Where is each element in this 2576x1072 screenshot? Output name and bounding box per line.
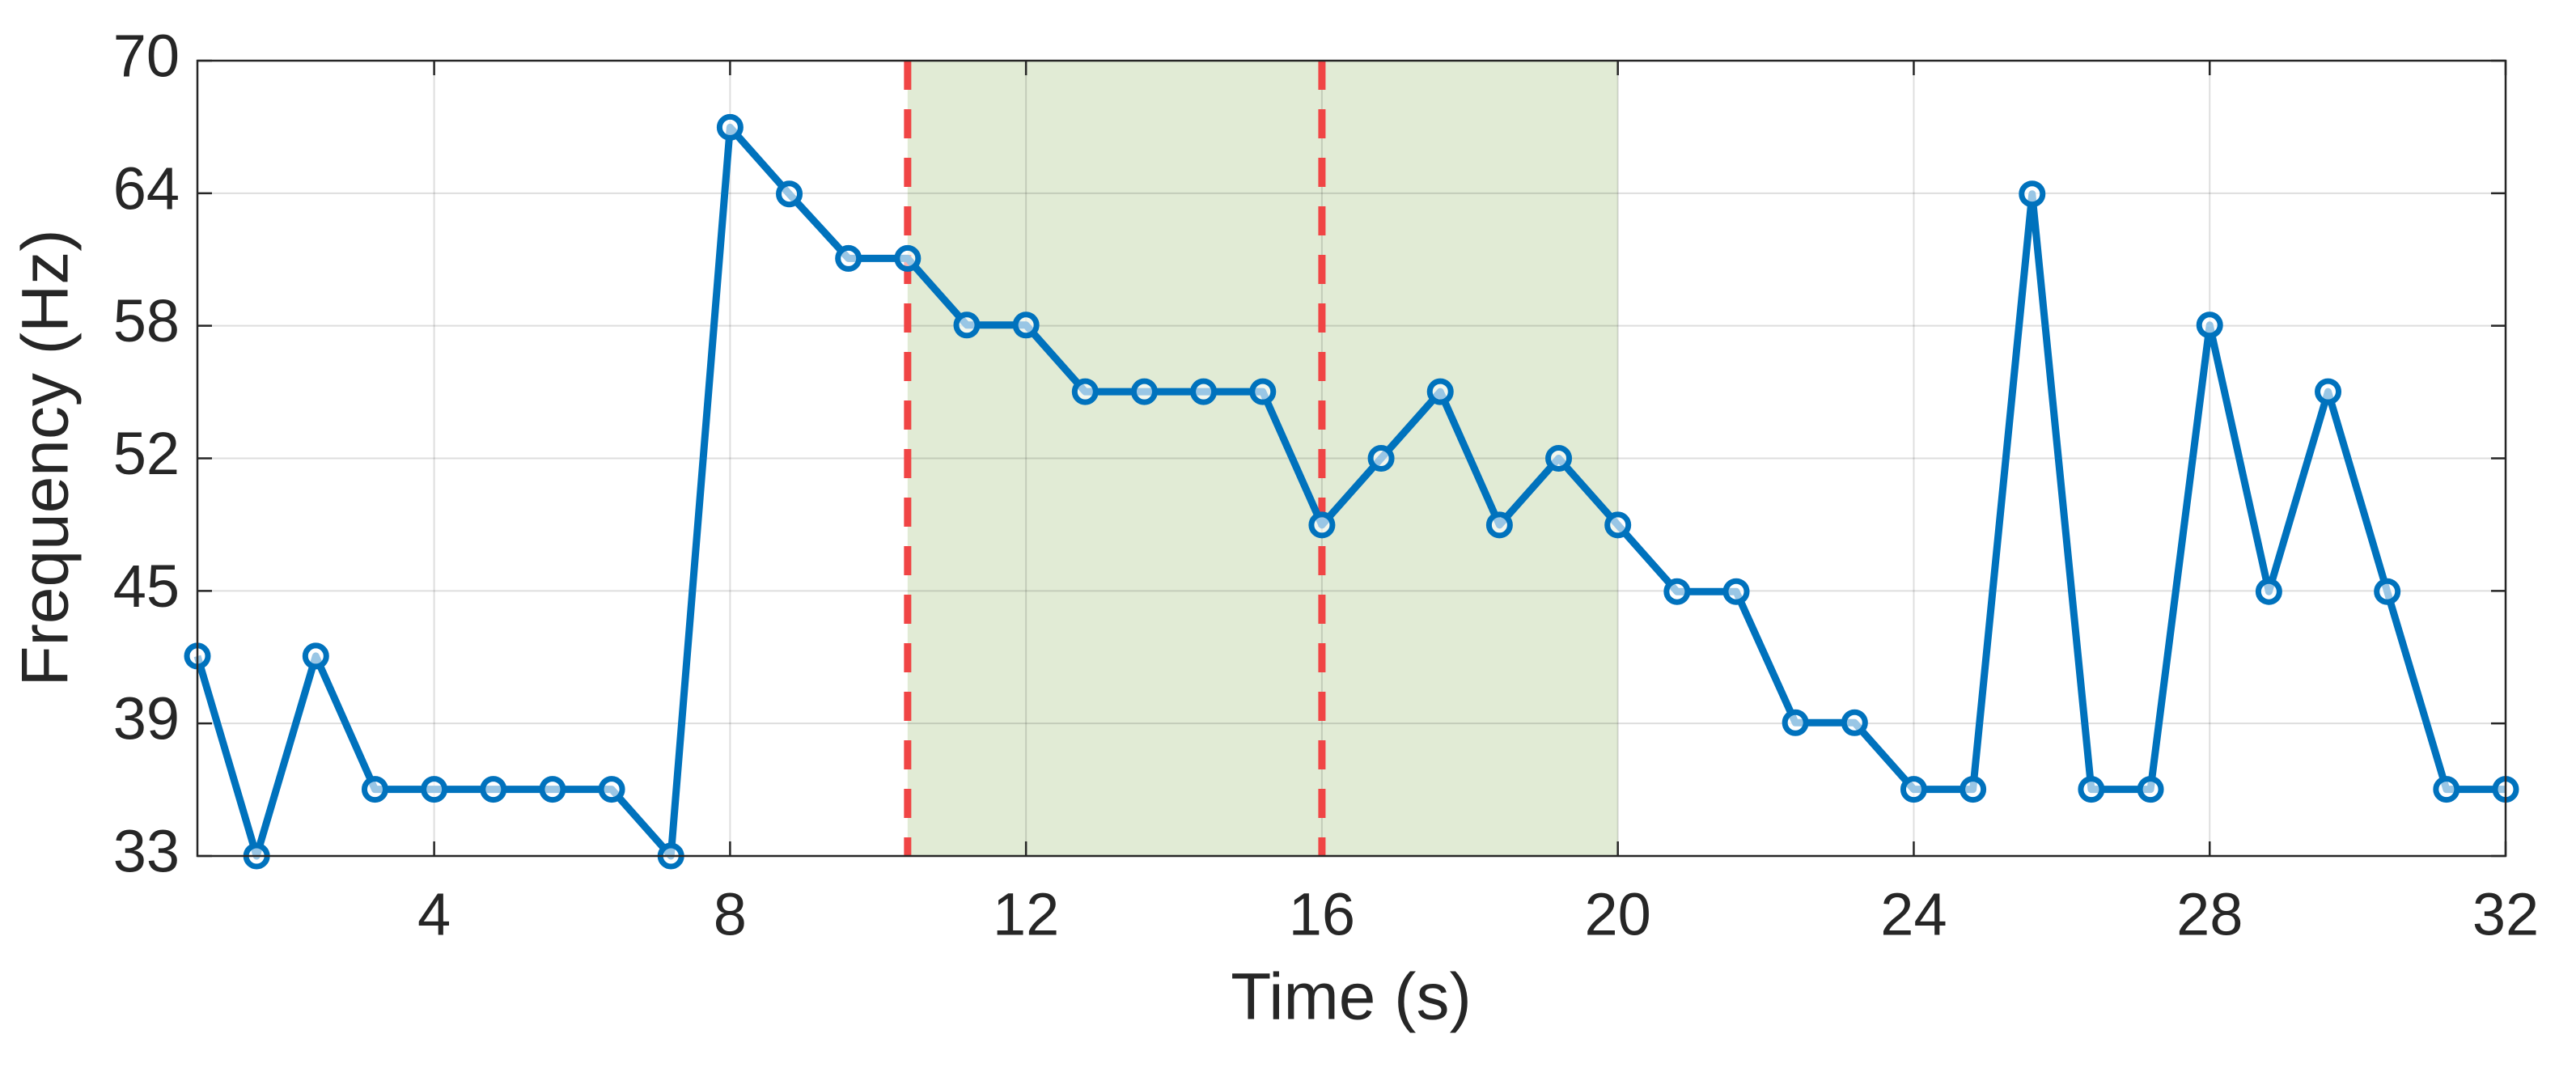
point	[302, 642, 329, 670]
point	[1960, 776, 1987, 803]
point	[480, 776, 507, 803]
x-tick-label: 8	[714, 881, 747, 948]
x-tick-label: 20	[1585, 881, 1651, 948]
point	[421, 776, 448, 803]
point	[1604, 511, 1632, 539]
point	[2137, 776, 2164, 803]
point	[953, 311, 981, 339]
point	[835, 244, 862, 272]
point	[2078, 776, 2105, 803]
point	[1545, 445, 1573, 472]
x-tick-label: 4	[417, 881, 451, 948]
point	[2315, 378, 2342, 405]
x-tick-label: 32	[2472, 881, 2539, 948]
point	[1308, 511, 1336, 539]
point	[1722, 578, 1750, 605]
point	[1190, 378, 1218, 405]
x-axis-label: Time (s)	[1231, 960, 1472, 1034]
y-tick-label: 58	[113, 287, 180, 354]
point	[1426, 378, 1454, 405]
shaded-region	[907, 61, 1618, 856]
point	[894, 244, 922, 272]
x-tick-label: 24	[1880, 881, 1947, 948]
point	[1782, 709, 1809, 736]
point	[2374, 578, 2401, 605]
y-tick-label: 52	[113, 420, 180, 487]
y-axis-label: Frequency (Hz)	[9, 229, 83, 686]
point	[598, 776, 625, 803]
point	[1485, 511, 1513, 539]
point	[1367, 445, 1395, 472]
point	[1663, 578, 1691, 605]
plot-frame	[196, 59, 2507, 858]
y-tick-label: 64	[113, 155, 180, 222]
point	[1012, 311, 1040, 339]
point	[2196, 311, 2223, 339]
point	[716, 113, 744, 141]
point	[2019, 180, 2046, 208]
y-tick-label: 70	[113, 23, 180, 90]
x-tick-label: 12	[993, 881, 1059, 948]
series-line	[193, 123, 2506, 860]
point	[2433, 776, 2460, 803]
point	[1249, 378, 1277, 405]
x-tick-label: 16	[1289, 881, 1355, 948]
point	[1130, 378, 1158, 405]
y-tick-label: 33	[113, 818, 180, 885]
point	[2255, 578, 2282, 605]
point	[1841, 709, 1868, 736]
x-tick-label: 28	[2176, 881, 2243, 948]
point	[539, 776, 566, 803]
y-tick-label: 45	[113, 553, 180, 620]
point	[1900, 776, 1927, 803]
y-tick-label: 39	[113, 685, 180, 752]
point	[361, 776, 388, 803]
point	[1071, 378, 1099, 405]
point	[776, 180, 803, 208]
